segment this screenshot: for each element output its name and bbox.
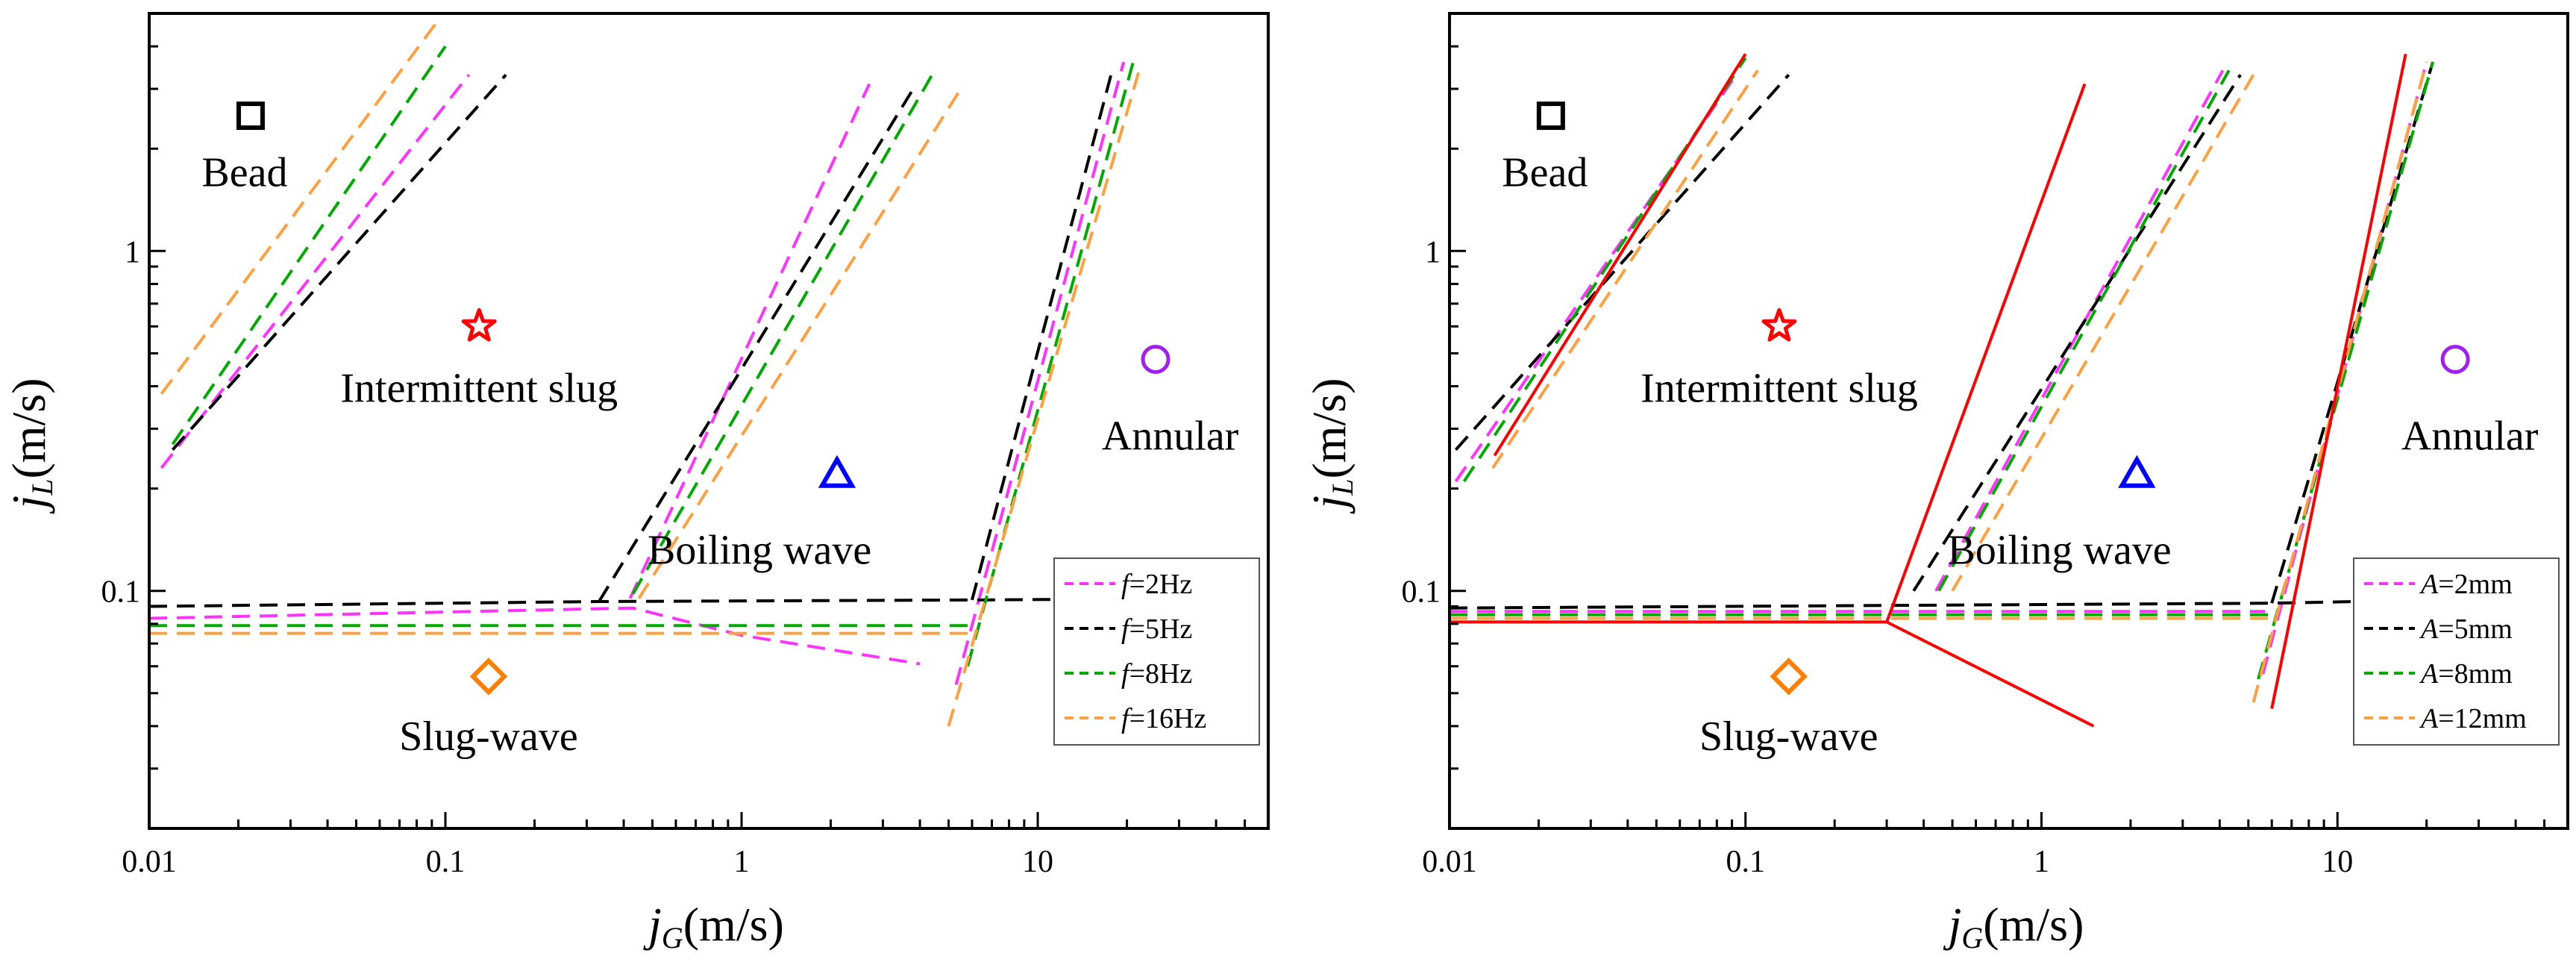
region-label: Boiling wave: [1947, 528, 2171, 574]
x-axis-title: jG(m/s): [643, 898, 784, 955]
marker-star: [461, 307, 497, 342]
x-tick-label: 0.1: [1726, 845, 1766, 879]
region-label: Slug-wave: [399, 713, 578, 760]
x-tick-label: 0.1: [426, 845, 466, 879]
y-tick-label: 1: [1425, 235, 1441, 269]
legend-entry-label: f=5Hz: [1121, 613, 1192, 645]
marker-triangle: [2118, 455, 2156, 488]
region-label: Intermittent slug: [1640, 365, 1918, 411]
x-tick-label: 1: [734, 845, 750, 879]
marker-star: [1761, 307, 1797, 342]
series-line-f8hz-2: [631, 74, 934, 595]
series-line-a5mm-2: [1912, 74, 2242, 592]
y-tick-label: 1: [125, 235, 140, 269]
series-line-a12mm-2: [1951, 74, 2255, 592]
region-label: Bead: [201, 150, 287, 196]
marker-square: [1536, 102, 1565, 131]
series-line-f5hz-0: [171, 73, 507, 452]
series-line-f16hz-0: [160, 18, 440, 395]
marker-diamond: [1770, 658, 1808, 696]
series-line-model-3: [1885, 83, 2087, 623]
series-line-f16hz-2: [637, 87, 962, 599]
marker-diamond: [469, 658, 508, 696]
legend-entry-label: f=2Hz: [1121, 569, 1192, 600]
x-tick-label: 1: [2034, 845, 2049, 879]
plot-frame: [1448, 12, 2569, 830]
x-tick-label: 0.01: [1422, 845, 1477, 879]
legend-entry-label: f=8Hz: [1121, 658, 1192, 690]
series-line-f2hz-3: [954, 61, 1126, 685]
legend-box: [1053, 558, 1260, 746]
legend-entry-label: A=8mm: [2419, 658, 2513, 690]
series-line-a8mm-3: [2257, 61, 2435, 680]
y-tick-label: 0.1: [1402, 575, 1441, 610]
series-line-f8hz-0: [171, 45, 447, 446]
series-line-model-2: [1886, 620, 2095, 728]
x-tick-label: 10: [2322, 845, 2353, 879]
region-label: Intermittent slug: [340, 365, 618, 411]
x-tick-label: 0.01: [122, 845, 177, 879]
legend-entry-label: f=16Hz: [1121, 703, 1206, 734]
series-line-f2hz-2: [628, 83, 871, 599]
region-label: Bead: [1502, 150, 1588, 196]
series-line-a5mm-3: [2270, 61, 2435, 604]
marker-square: [236, 102, 265, 131]
series-line-a8mm-2: [1937, 69, 2231, 592]
series-line-model-0: [1493, 53, 1747, 457]
legend-entry-label: A=5mm: [2419, 613, 2513, 645]
right-chart-panel: 0.01 0.1 1 10 0.1 1 jG(m/s) jL(m/s) Bead Intermit…: [1303, 12, 2569, 955]
y-axis-title: jL(m/s): [1303, 378, 1359, 513]
series-line-model-4: [2270, 53, 2407, 710]
series-line-f5hz-2: [598, 87, 915, 603]
series-line-f16hz-3: [947, 69, 1141, 727]
marker-circle: [2440, 344, 2470, 374]
series-line-f2hz-1: [148, 606, 921, 666]
marker-triangle: [818, 455, 856, 488]
series-line-a12mm-0: [1491, 69, 1759, 469]
series-line-f8hz-3: [966, 61, 1135, 667]
series-line-f5hz-3: [971, 65, 1115, 601]
region-label: Annular: [1102, 413, 1239, 460]
left-chart-panel: 0.01 0.1 1 10 0.1 1 jG(m/s) jL(m/s) Bead Intermit…: [2, 12, 1270, 955]
legend-entry-label: A=2mm: [2419, 569, 2513, 600]
plot-frame: [148, 12, 1270, 830]
region-label: Annular: [2401, 413, 2539, 460]
series-line-a2mm-2: [1934, 69, 2225, 592]
y-tick-label: 0.1: [101, 575, 141, 610]
x-tick-label: 10: [1022, 845, 1053, 879]
y-axis-title: jL(m/s): [2, 378, 59, 513]
series-line-a5mm-0: [1454, 73, 1790, 452]
region-label: Slug-wave: [1699, 713, 1878, 760]
legend-box: [2353, 558, 2560, 746]
x-axis-title: jG(m/s): [1943, 898, 2084, 955]
legend-entry-label: A=12mm: [2419, 703, 2527, 734]
region-label: Boiling wave: [648, 528, 871, 574]
series-line-f2hz-0: [160, 73, 471, 469]
marker-circle: [1141, 344, 1171, 374]
